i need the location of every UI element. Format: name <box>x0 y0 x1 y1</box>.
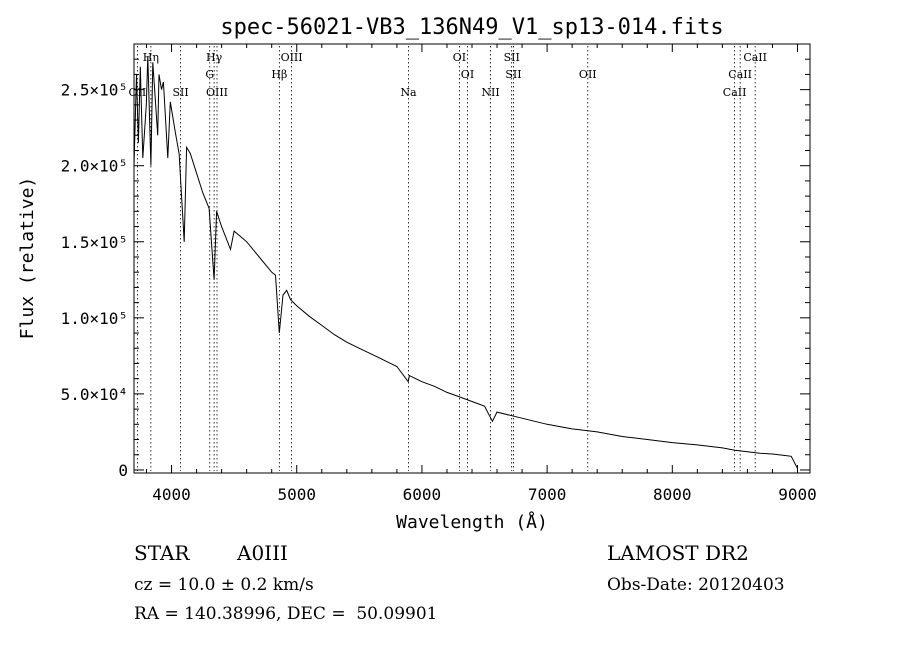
chart-title: spec-56021-VB3_136N49_V1_sp13-014.fits <box>220 15 723 40</box>
y-tick-label: 1.5×10⁵ <box>61 233 128 252</box>
plot-frame <box>133 43 811 474</box>
y-tick-label: 5.0×10⁴ <box>61 385 128 404</box>
line-marker-label: OI <box>461 68 474 81</box>
line-marker-label: SII <box>172 86 188 99</box>
line-marker-label: OIII <box>206 86 228 99</box>
redshift-text: cz = 10.0 ± 0.2 km/s <box>134 575 314 595</box>
line-marker-label: Hη <box>143 51 159 64</box>
axes: 4000 5000 6000 7000 8000 9000 0 5.0×10⁴ 1.0×10⁵ 1… <box>61 44 817 504</box>
object-type: STAR <box>134 541 190 565</box>
spectrum-line <box>133 56 798 469</box>
spectral-subclass: A0III <box>237 541 288 565</box>
line-marker-label: CaII <box>728 68 752 81</box>
y-tick-label: 1.0×10⁵ <box>61 309 128 328</box>
line-marker-label: Hβ <box>271 68 287 81</box>
y-tick-label: 2.5×10⁵ <box>61 81 128 100</box>
x-tick-label: 6000 <box>403 485 442 504</box>
line-marker-label: G <box>205 68 214 81</box>
y-tick-label: 2.0×10⁵ <box>61 157 128 176</box>
y-tick-label: 0 <box>118 461 128 480</box>
y-axis-label: Flux (relative) <box>17 177 38 340</box>
line-marker-label: SII <box>504 51 520 64</box>
line-marker-label: SII <box>505 68 521 81</box>
line-marker-label: OI <box>453 51 466 64</box>
line-marker-label: CaII <box>723 86 747 99</box>
x-tick-label: 4000 <box>152 485 191 504</box>
survey-name: LAMOST DR2 <box>607 541 749 565</box>
x-tick-label: 8000 <box>653 485 692 504</box>
x-tick-label: 9000 <box>778 485 817 504</box>
x-tick-label: 7000 <box>528 485 567 504</box>
line-marker-label: OII <box>579 68 597 81</box>
line-marker-label: Na <box>400 86 417 99</box>
coordinates: RA = 140.38996, DEC = 50.09901 <box>134 604 438 624</box>
x-tick-label: 5000 <box>277 485 316 504</box>
x-axis-label: Wavelength (Å) <box>396 511 548 533</box>
line-marker-label: NII <box>481 86 499 99</box>
obs-date: Obs-Date: 20120403 <box>607 575 785 595</box>
line-marker-label: CaII <box>743 51 767 64</box>
line-marker-label: OIII <box>281 51 303 64</box>
line-marker-label: Hγ <box>206 51 223 64</box>
